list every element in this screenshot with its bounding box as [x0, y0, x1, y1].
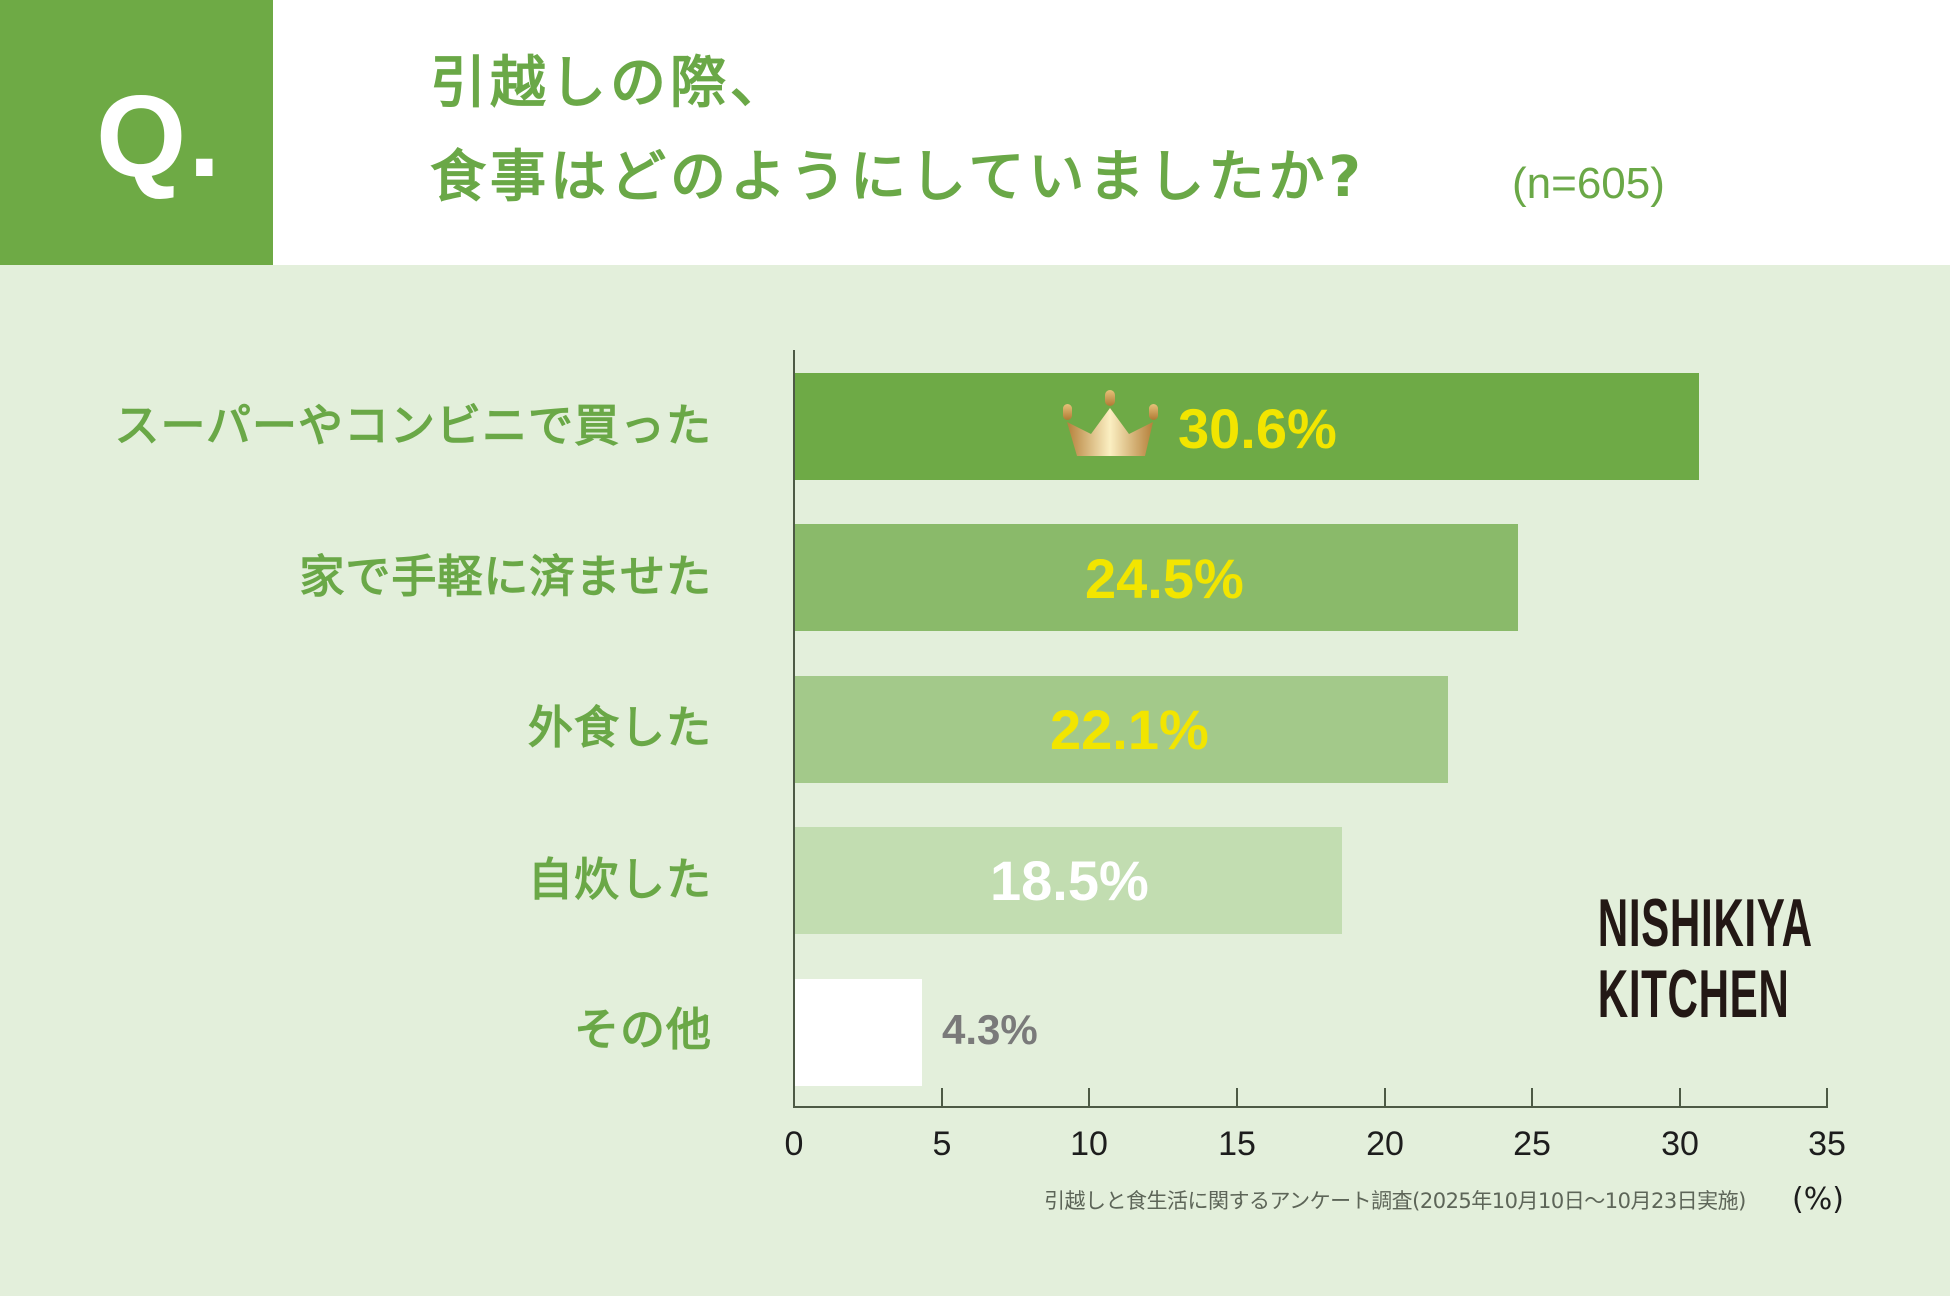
x-tick-label-0: 0 — [784, 1125, 804, 1163]
x-tick-label-10: 10 — [1070, 1125, 1108, 1163]
x-tick-10 — [1088, 1088, 1090, 1107]
bar-cook-self — [795, 827, 1342, 934]
x-tick-30 — [1679, 1088, 1681, 1107]
x-tick-20 — [1384, 1088, 1386, 1107]
bar-other — [795, 979, 922, 1086]
value-label-cook-self: 18.5% — [990, 849, 1149, 912]
x-tick-15 — [1236, 1088, 1238, 1107]
x-tick-label-5: 5 — [932, 1125, 952, 1163]
value-label-supermarket: 30.6% — [1178, 397, 1337, 460]
x-tick-35 — [1826, 1088, 1828, 1107]
crown-icon — [1063, 390, 1158, 456]
bar-home-easy — [795, 524, 1518, 631]
value-label-eat-out: 22.1% — [1050, 698, 1209, 761]
x-tick-0 — [793, 1088, 795, 1107]
bar-supermarket — [795, 373, 1699, 480]
x-tick-5 — [941, 1088, 943, 1107]
x-tick-label-25: 25 — [1513, 1125, 1551, 1163]
question-mark-label: Q. — [96, 71, 223, 201]
value-label-other: 4.3% — [942, 1006, 1038, 1053]
category-label-supermarket: スーパーやコンビニで買った — [114, 399, 712, 452]
category-label-cook-self: 自炊した — [527, 853, 712, 906]
question-title-line2: 食事はどのようにしていましたか? — [430, 145, 1365, 210]
value-label-home-easy: 24.5% — [1085, 547, 1244, 610]
category-label-other: その他 — [573, 1003, 712, 1056]
x-tick-label-30: 30 — [1661, 1125, 1699, 1163]
category-label-home-easy: 家で手軽に済ませた — [299, 550, 712, 603]
question-title-line1: 引越しの際、 — [430, 51, 790, 116]
category-label-eat-out: 外食した — [527, 701, 712, 754]
x-tick-25 — [1531, 1088, 1533, 1107]
x-axis-line — [793, 1106, 1828, 1108]
y-axis-line — [793, 350, 795, 1108]
source-note: 引越しと食生活に関するアンケート調査(2025年10月10日〜10月23日実施) — [1044, 1189, 1746, 1213]
question-badge: Q. — [0, 0, 273, 265]
logo-line1: NISHIKIYA — [1597, 885, 1813, 961]
x-tick-label-20: 20 — [1366, 1125, 1404, 1163]
brand-logo: NISHIKIYA KITCHEN — [1548, 885, 1813, 1032]
bar-eat-out — [795, 676, 1448, 783]
sample-size: (n=605) — [1512, 159, 1665, 208]
logo-line2: KITCHEN — [1597, 956, 1790, 1032]
x-tick-label-15: 15 — [1218, 1125, 1256, 1163]
question-header: Q. 引越しの際、 食事はどのようにしていましたか? (n=605) — [0, 0, 1950, 265]
x-axis-unit: (%) — [1792, 1182, 1844, 1217]
x-tick-label-35: 35 — [1808, 1125, 1846, 1163]
